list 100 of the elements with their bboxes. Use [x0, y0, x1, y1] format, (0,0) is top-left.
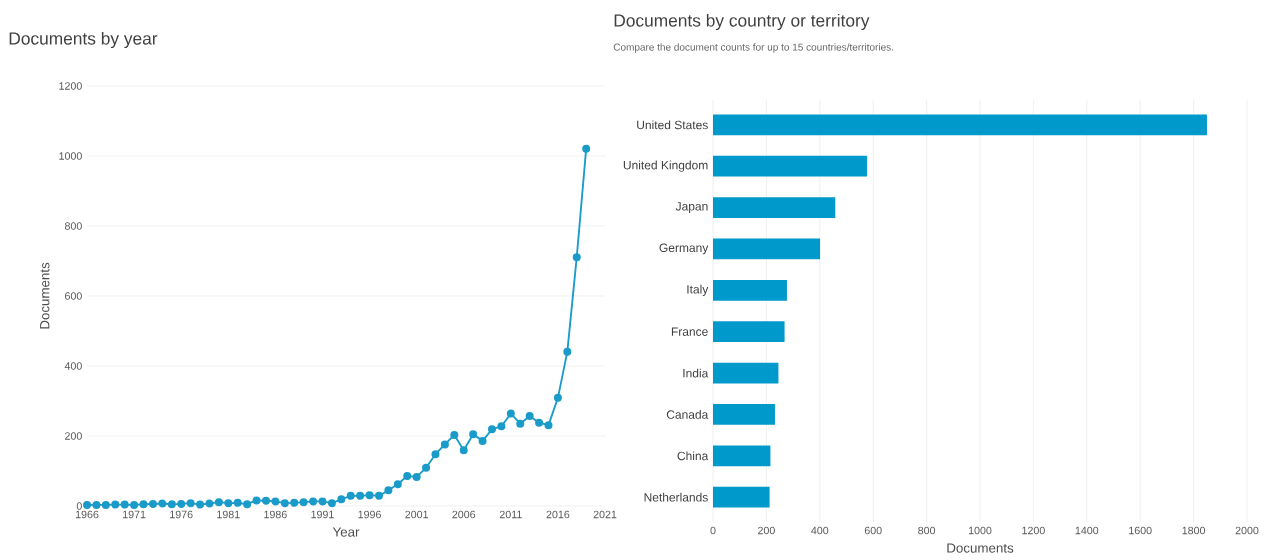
point	[130, 500, 139, 509]
x-tick-label: 1976	[170, 510, 193, 519]
point	[196, 500, 205, 509]
y-tick-label: 1200	[59, 82, 82, 90]
point	[309, 497, 318, 506]
point	[478, 436, 487, 445]
bar	[713, 362, 779, 384]
point	[148, 499, 157, 508]
x-tick-label: 1966	[75, 510, 99, 519]
bar	[713, 404, 775, 425]
x-tick-label: 2001	[405, 510, 428, 519]
y-tick-label: 0	[76, 502, 82, 510]
x-tick-label: 2000	[1235, 526, 1259, 535]
point	[516, 419, 525, 428]
point	[450, 430, 459, 439]
point	[177, 499, 186, 508]
bar	[713, 155, 868, 177]
y-tick-label: Canada	[666, 410, 709, 419]
point	[384, 486, 393, 495]
point	[243, 500, 252, 509]
x-tick-label: 2021	[593, 510, 617, 519]
point	[261, 496, 270, 505]
bar	[713, 114, 1207, 136]
bar	[713, 486, 770, 508]
point	[299, 498, 308, 507]
point	[337, 495, 346, 504]
x-tick-label: 1986	[264, 510, 287, 519]
bar	[713, 279, 787, 301]
y-tick-label: 400	[64, 362, 82, 370]
point	[205, 499, 214, 508]
point	[497, 422, 506, 431]
y-tick-label: United Kingdom	[623, 160, 708, 172]
point	[393, 480, 402, 489]
bar	[713, 321, 785, 343]
point	[356, 491, 365, 500]
y-tick-label: Japan	[675, 202, 708, 213]
y-tick-label: France	[671, 327, 708, 336]
point	[563, 347, 572, 356]
y-tick-label: Germany	[659, 243, 709, 255]
point	[553, 393, 562, 402]
point	[83, 500, 92, 509]
point	[271, 497, 280, 506]
x-tick-label: 1600	[1129, 526, 1152, 535]
point	[252, 496, 261, 505]
point	[327, 499, 336, 508]
x-axis-title: Documents	[947, 543, 1014, 553]
point	[544, 421, 553, 430]
point	[525, 412, 534, 421]
x-tick-label: 1971	[123, 510, 146, 519]
x-tick-label: 0	[710, 526, 716, 535]
y-axis-title: Documents	[40, 262, 50, 329]
chart-subtitle: Compare the document counts for up to 15 countries/territories.	[613, 43, 894, 53]
point	[469, 430, 478, 439]
point	[167, 500, 176, 509]
point	[224, 499, 233, 508]
point	[422, 463, 431, 472]
x-tick-label: 1200	[1022, 526, 1045, 535]
y-tick-label: 1000	[59, 152, 82, 160]
point	[572, 253, 581, 262]
y-tick-label: 600	[65, 292, 82, 300]
x-tick-label: 1996	[358, 510, 381, 519]
bar	[713, 197, 836, 218]
point	[431, 450, 440, 459]
y-tick-label: Italy	[687, 284, 709, 296]
chart-title: Documents by year	[9, 31, 158, 49]
x-tick-label: 600	[864, 526, 882, 535]
x-tick-label: 1991	[311, 510, 334, 519]
point	[290, 498, 299, 507]
point	[280, 499, 289, 508]
x-tick-label: 2006	[452, 510, 476, 519]
point	[412, 472, 421, 481]
point	[487, 425, 496, 434]
x-axis-title: Year	[332, 527, 360, 537]
x-tick-label: 1800	[1182, 526, 1206, 535]
y-tick-label: India	[683, 368, 709, 378]
y-tick-label: United States	[637, 120, 708, 130]
chart-title: Documents by country or territory	[614, 13, 870, 31]
point	[459, 446, 468, 455]
x-tick-label: 800	[918, 526, 936, 535]
point	[120, 500, 129, 509]
x-tick-label: 1981	[217, 510, 240, 519]
y-tick-label: 800	[64, 222, 82, 230]
x-tick-label: 1400	[1075, 526, 1099, 535]
point	[101, 500, 110, 509]
y-tick-label: China	[677, 451, 709, 461]
point	[158, 499, 167, 508]
point	[374, 491, 383, 500]
x-tick-label: 2016	[546, 510, 570, 519]
point	[440, 440, 449, 449]
point	[346, 491, 355, 500]
y-tick-label: Netherlands	[644, 492, 708, 502]
bar	[713, 238, 821, 260]
point	[582, 144, 591, 153]
point	[139, 500, 148, 509]
x-tick-label: 200	[758, 526, 775, 535]
point	[403, 471, 412, 480]
point	[365, 491, 374, 500]
point	[535, 418, 544, 427]
point	[92, 500, 101, 509]
point	[111, 500, 120, 509]
